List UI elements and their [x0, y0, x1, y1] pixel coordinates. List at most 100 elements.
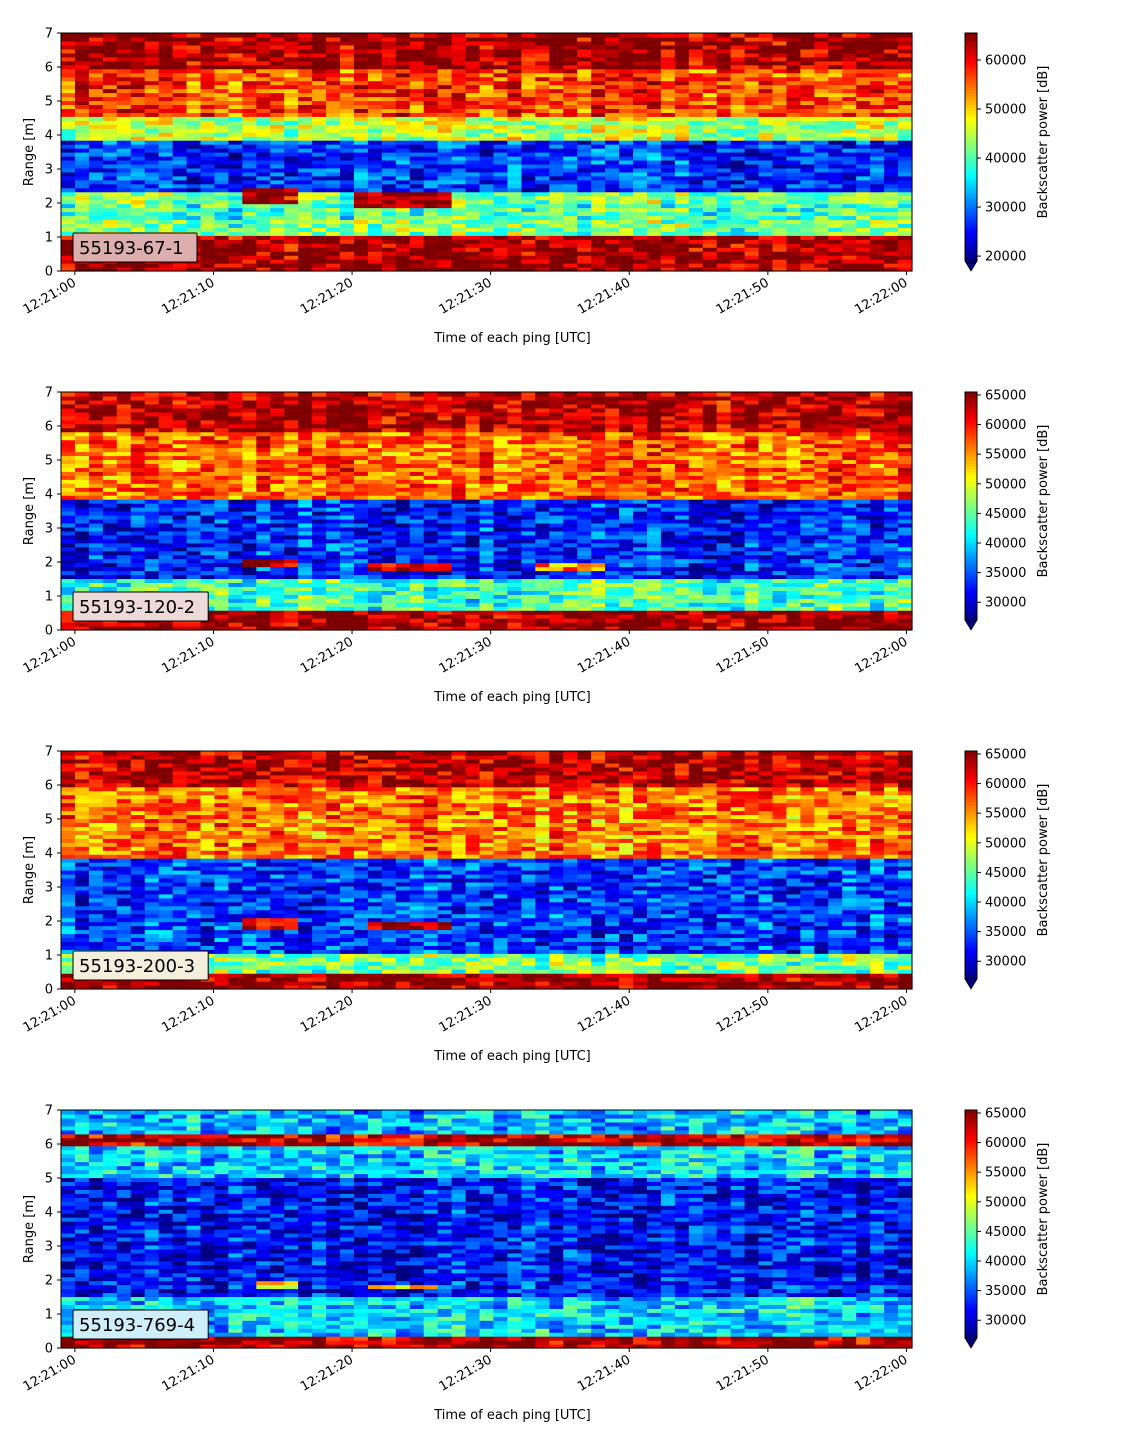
heatmap-cell	[61, 503, 76, 508]
heatmap-cell	[284, 407, 299, 413]
heatmap-cell	[340, 626, 355, 631]
heatmap-cell	[284, 582, 299, 587]
heatmap-cell	[367, 100, 383, 105]
heatmap-cell	[270, 239, 285, 244]
heatmap-cell	[186, 219, 202, 224]
heatmap-cell	[423, 56, 439, 62]
heatmap-cell	[409, 215, 425, 221]
heatmap-cell	[605, 175, 620, 181]
heatmap-cell	[326, 467, 341, 472]
heatmap-cell	[716, 128, 732, 133]
heatmap-cell	[102, 522, 118, 528]
heatmap-cell	[591, 108, 606, 113]
heatmap-cell	[214, 259, 230, 264]
heatmap-cell	[312, 618, 327, 623]
heatmap-cell	[214, 223, 230, 228]
heatmap-cell	[577, 183, 592, 189]
heatmap-cell	[507, 36, 522, 42]
heatmap-cell	[716, 203, 732, 209]
heatmap-cell	[730, 40, 746, 46]
heatmap-cell	[61, 132, 76, 137]
heatmap-cell	[758, 247, 774, 252]
heatmap-cell	[605, 72, 620, 78]
heatmap-cell	[884, 36, 899, 42]
heatmap-cell	[326, 622, 341, 627]
heatmap-cell	[186, 203, 202, 209]
heatmap-cell	[228, 199, 243, 205]
heatmap-cell	[340, 112, 355, 117]
heatmap-cell	[828, 179, 843, 185]
heatmap-cells	[61, 392, 913, 631]
heatmap-cell	[158, 546, 174, 552]
heatmap-cell	[507, 136, 522, 141]
y-axis-label: Range [m]	[22, 118, 37, 186]
heatmap-cell	[312, 463, 327, 468]
heatmap-cell	[312, 124, 327, 129]
heatmap-cell	[828, 259, 843, 264]
heatmap-cell	[730, 207, 746, 213]
heatmap-cell	[884, 104, 899, 109]
heatmap-cell	[228, 411, 243, 417]
heatmap-cell	[312, 215, 327, 221]
heatmap-cell	[577, 199, 592, 205]
heatmap-cell	[256, 487, 271, 492]
heatmap-cell	[856, 84, 871, 90]
heatmap-cell	[186, 52, 202, 58]
heatmap-cell	[116, 622, 132, 627]
heatmap-cell	[591, 84, 606, 90]
heatmap-cell	[563, 183, 578, 189]
heatmap-cell	[381, 60, 397, 66]
heatmap-cell	[786, 195, 801, 201]
heatmap-cell	[395, 263, 411, 268]
heatmap-cell	[521, 68, 536, 74]
heatmap-cell	[409, 152, 425, 157]
heatmap-cell	[381, 88, 397, 94]
heatmap-cell	[814, 88, 829, 94]
heatmap-cell	[340, 243, 355, 248]
heatmap-cell	[437, 72, 453, 78]
heatmap-cell	[256, 586, 271, 591]
heatmap-cell	[395, 80, 411, 86]
heatmap-cell	[716, 199, 732, 205]
heatmap-cell	[326, 179, 341, 185]
heatmap-cell	[144, 112, 160, 117]
heatmap-cell	[870, 207, 885, 213]
heatmap-cell	[102, 167, 118, 173]
heatmap-cell	[88, 159, 104, 165]
heatmap-cell	[619, 187, 634, 193]
heatmap-cell	[507, 64, 522, 70]
heatmap-cell	[367, 120, 383, 125]
heatmap-cell	[451, 243, 467, 248]
heatmap-cell	[814, 44, 829, 50]
heatmap-cell	[423, 227, 439, 232]
heatmap-cell	[898, 136, 913, 141]
heatmap-cell	[674, 211, 690, 217]
heatmap-cell	[898, 88, 913, 94]
heatmap-cell	[284, 132, 299, 137]
heatmap-cell	[786, 60, 801, 66]
heatmap-cell	[256, 56, 271, 62]
heatmap-cell	[158, 155, 174, 161]
heatmap-cell	[228, 439, 243, 445]
heatmap-cell	[116, 487, 132, 492]
heatmap-cell	[577, 104, 592, 109]
heatmap-cell	[88, 582, 104, 587]
heatmap-cell	[856, 116, 871, 121]
heatmap-cell	[130, 566, 146, 572]
heatmap-cell	[730, 179, 746, 185]
heatmap-cell	[130, 447, 146, 453]
heatmap-cell	[144, 203, 160, 209]
heatmap-cell	[88, 483, 104, 488]
heatmap-cell	[828, 112, 843, 117]
heatmap-cell	[800, 183, 815, 189]
heatmap-cell	[284, 483, 299, 488]
heatmap-cell	[870, 148, 885, 153]
heatmap-cell	[423, 108, 439, 113]
heatmap-cell	[228, 522, 243, 528]
heatmap-cell	[214, 163, 230, 169]
heatmap-cell	[786, 84, 801, 90]
heatmap-cell	[786, 100, 801, 105]
heatmap-cell	[632, 183, 648, 189]
heatmap-cell	[284, 626, 299, 631]
